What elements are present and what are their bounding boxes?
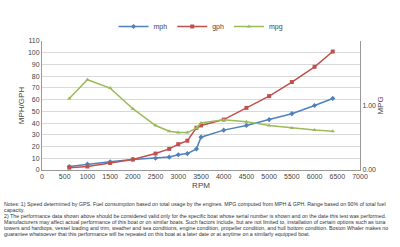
svg-text:6500: 6500 — [330, 173, 346, 180]
svg-text:2500: 2500 — [148, 173, 164, 180]
svg-text:0: 0 — [40, 173, 44, 180]
svg-text:60: 60 — [32, 96, 40, 103]
svg-text:500: 500 — [59, 173, 71, 180]
svg-text:2000: 2000 — [125, 173, 141, 180]
svg-text:50: 50 — [32, 108, 40, 115]
svg-text:RPM: RPM — [192, 181, 210, 190]
html-text:Notes: 1) Speed determined by: Notes: 1) Speed determined by GPS. Fuel … — [4, 201, 386, 214]
svg-text:80: 80 — [32, 73, 40, 80]
svg-text:3000: 3000 — [171, 173, 187, 180]
svg-text:4000: 4000 — [216, 173, 232, 180]
svg-text:0: 0 — [36, 166, 40, 173]
svg-text:40: 40 — [32, 120, 40, 127]
svg-text:6000: 6000 — [307, 173, 323, 180]
svg-text:5500: 5500 — [284, 173, 300, 180]
svg-text:1.00: 1.00 — [362, 102, 376, 109]
svg-text:0.00: 0.00 — [362, 166, 376, 173]
html-text:2) The performance data shown: 2) The performance data shown above shou… — [4, 213, 389, 238]
svg-text:MPG: MPG — [376, 96, 385, 114]
svg-text:10: 10 — [32, 155, 40, 162]
svg-text:1500: 1500 — [102, 173, 118, 180]
svg-text:90: 90 — [32, 61, 40, 68]
svg-text:20: 20 — [32, 143, 40, 150]
svg-text:110: 110 — [28, 37, 39, 44]
svg-text:1000: 1000 — [80, 173, 96, 180]
svg-text:7000: 7000 — [352, 173, 368, 180]
svg-text:mpg: mpg — [269, 23, 283, 31]
svg-text:30: 30 — [32, 131, 40, 138]
svg-text:100: 100 — [28, 49, 40, 56]
svg-text:MPH/GPH: MPH/GPH — [17, 87, 26, 125]
svg-text:4500: 4500 — [239, 173, 255, 180]
svg-text:3500: 3500 — [193, 173, 209, 180]
svg-text:mph: mph — [154, 23, 168, 31]
svg-text:5000: 5000 — [261, 173, 277, 180]
svg-text:70: 70 — [32, 84, 40, 91]
svg-text:gph: gph — [212, 23, 224, 31]
